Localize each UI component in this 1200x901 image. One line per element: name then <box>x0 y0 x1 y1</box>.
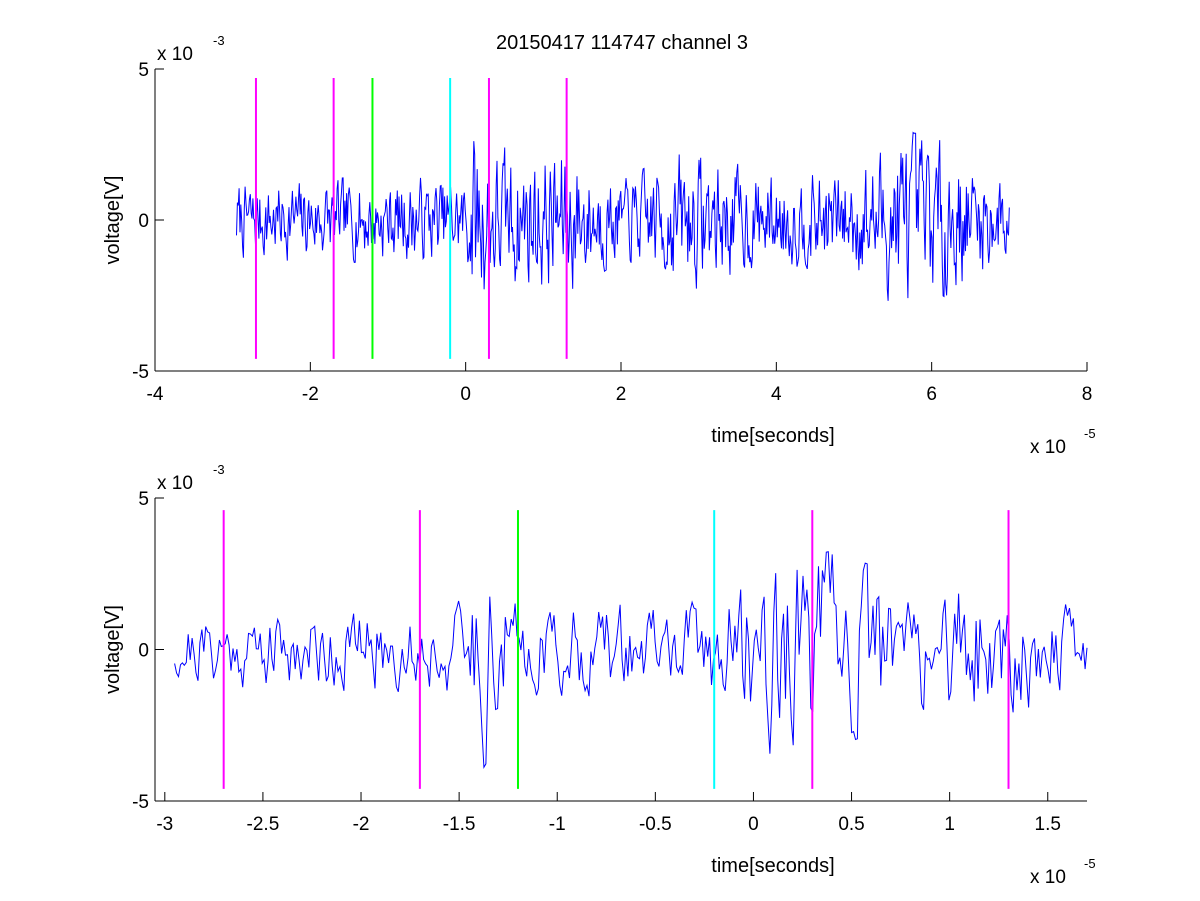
y-tick-label: 5 <box>138 489 149 510</box>
x-axis-label: time[seconds] <box>711 425 834 447</box>
x-tick-label: -3 <box>156 814 173 835</box>
chart-title: 20150417 114747 channel 3 <box>496 32 748 54</box>
x-tick-label: 1 <box>944 814 955 835</box>
x-multiplier: x 10 <box>1030 437 1066 458</box>
x-tick-label: 8 <box>1082 384 1093 405</box>
y-tick-label: 0 <box>138 211 149 232</box>
x-tick-label: 6 <box>926 384 937 405</box>
x-axis-label: time[seconds] <box>711 855 834 877</box>
x-multiplier-exponent: -5 <box>1084 426 1096 441</box>
x-tick-label: 0 <box>748 814 759 835</box>
x-tick-label: 2 <box>616 384 627 405</box>
subplot-1: -4 -2 0 2 4 6 8 -5 0 5 time[seconds] voltage[V] x 10… <box>102 32 1096 458</box>
x-tick-label: -4 <box>147 384 164 405</box>
x-tick-label: 1.5 <box>1035 814 1061 835</box>
x-tick-label: -2 <box>302 384 319 405</box>
x-tick-label: -2 <box>353 814 370 835</box>
x-tick-label: 4 <box>771 384 782 405</box>
x-multiplier: x 10 <box>1030 867 1066 888</box>
y-tick-label: -5 <box>132 362 149 383</box>
y-axis-label: voltage[V] <box>102 605 124 694</box>
x-tick-label: -1 <box>549 814 566 835</box>
x-tick-label: 0.5 <box>838 814 864 835</box>
subplot-2: -3 -2.5 -2 -1.5 -1 -0.5 0 0.5 1 1.5 -5 0 5 time[secon… <box>102 462 1096 888</box>
y-tick-label: -5 <box>132 792 149 813</box>
x-multiplier-exponent: -5 <box>1084 856 1096 871</box>
x-tick-label: 0 <box>460 384 471 405</box>
y-multiplier: x 10 <box>157 44 193 65</box>
x-tick-label: -1.5 <box>443 814 476 835</box>
y-multiplier: x 10 <box>157 473 193 494</box>
x-tick-label: -0.5 <box>639 814 672 835</box>
x-tick-label: -2.5 <box>247 814 280 835</box>
y-tick-label: 0 <box>138 641 149 662</box>
y-multiplier-exponent: -3 <box>213 33 225 48</box>
y-tick-label: 5 <box>138 60 149 81</box>
signal-trace <box>174 551 1088 770</box>
y-multiplier-exponent: -3 <box>213 462 225 477</box>
y-axis-label: voltage[V] <box>102 176 124 265</box>
signal-trace <box>236 131 1010 301</box>
